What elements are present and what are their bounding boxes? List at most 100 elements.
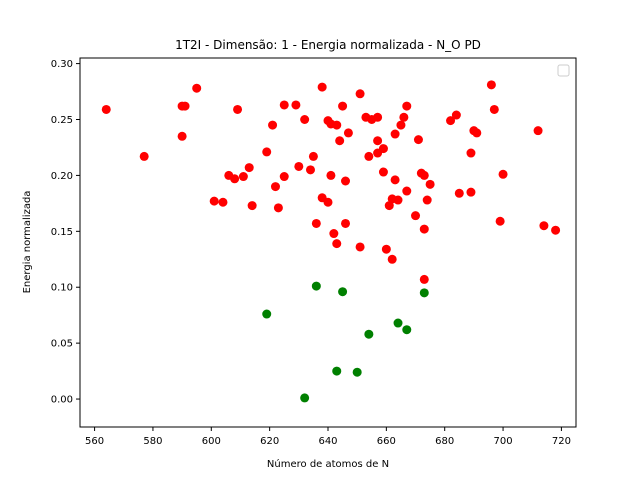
data-point-s0-16	[270, 182, 280, 192]
data-point-s0-19	[279, 100, 289, 110]
data-point-s0-59	[402, 186, 412, 196]
data-point-s1-9	[419, 288, 429, 298]
data-point-s1-8	[402, 325, 412, 335]
y-tick-label-0: 0.00	[51, 395, 73, 406]
y-tick-label-6: 0.30	[51, 59, 73, 70]
data-point-s1-7	[393, 318, 403, 328]
data-point-s0-75	[472, 128, 482, 138]
data-point-s0-70	[451, 110, 461, 120]
data-point-s0-0	[101, 104, 111, 114]
data-point-s0-39	[343, 128, 353, 138]
data-point-s0-2	[177, 131, 187, 141]
data-point-s0-81	[539, 221, 549, 231]
data-point-s0-13	[247, 201, 257, 211]
data-point-s0-53	[387, 254, 397, 264]
y-tick-label-2: 0.10	[51, 283, 73, 294]
data-point-s0-55	[390, 175, 400, 185]
x-tick-label-1: 580	[143, 436, 162, 447]
data-point-s0-41	[355, 89, 365, 99]
data-point-s0-1	[139, 151, 149, 161]
data-point-s0-71	[454, 188, 464, 198]
data-point-s0-15	[268, 120, 278, 130]
x-tick-label-6: 680	[435, 436, 454, 447]
data-point-s1-5	[352, 367, 362, 377]
data-point-s0-61	[411, 211, 421, 221]
data-point-s0-20	[291, 100, 301, 110]
data-point-s0-45	[373, 112, 383, 122]
data-point-s0-50	[381, 244, 391, 254]
data-point-s0-32	[329, 229, 339, 239]
data-point-s0-33	[332, 120, 342, 130]
data-point-s0-78	[495, 216, 505, 226]
legend	[557, 64, 570, 77]
data-point-s0-72	[466, 148, 476, 158]
data-point-s0-43	[364, 151, 374, 161]
data-point-s0-51	[384, 201, 394, 211]
data-point-s0-62	[413, 135, 423, 145]
data-point-s1-6	[364, 329, 374, 339]
data-point-s1-2	[311, 281, 321, 291]
data-point-s0-67	[422, 195, 432, 205]
data-point-s0-46	[373, 136, 383, 146]
x-tick-label-7: 700	[494, 436, 513, 447]
data-point-s0-27	[317, 82, 327, 92]
data-point-s0-82	[551, 225, 561, 235]
x-tick-label-8: 720	[552, 436, 571, 447]
x-axis-label: Número de atomos de N	[267, 458, 389, 470]
data-point-s0-77	[489, 104, 499, 114]
legend-box	[557, 64, 570, 77]
data-point-s0-24	[308, 151, 318, 161]
data-point-s0-23	[305, 165, 315, 175]
data-point-s0-58	[399, 112, 409, 122]
data-point-s0-12	[244, 163, 254, 173]
data-point-s0-35	[335, 136, 345, 146]
x-tick-label-4: 640	[318, 436, 337, 447]
y-axis-ticks: 0.00 0.05 0.10 0.15 0.20 0.25 0.30	[51, 59, 80, 406]
data-point-s0-4	[180, 101, 190, 111]
data-point-s0-49	[378, 167, 388, 177]
data-point-s0-37	[341, 218, 351, 228]
data-point-s0-5	[192, 83, 202, 93]
data-point-s0-6	[209, 196, 219, 206]
data-point-s0-68	[425, 179, 435, 189]
data-point-s1-0	[262, 309, 272, 319]
data-point-s0-18	[279, 172, 289, 182]
data-point-s0-65	[419, 224, 429, 234]
data-point-s1-3	[332, 366, 342, 376]
x-tick-label-3: 620	[260, 436, 279, 447]
data-point-s0-64	[419, 170, 429, 180]
data-point-s0-36	[338, 101, 348, 111]
y-tick-label-4: 0.20	[51, 171, 73, 182]
x-tick-label-5: 660	[377, 436, 396, 447]
data-point-s0-11	[238, 172, 248, 182]
data-point-s0-48	[378, 144, 388, 154]
data-point-s0-9	[230, 174, 240, 184]
data-point-s0-38	[341, 176, 351, 186]
data-point-s0-10	[233, 104, 243, 114]
data-point-s0-60	[402, 101, 412, 111]
data-point-s0-40	[355, 242, 365, 252]
data-point-s0-79	[498, 169, 508, 179]
points-layer	[101, 80, 561, 403]
data-point-s0-54	[390, 129, 400, 139]
data-point-s0-80	[533, 126, 543, 136]
data-point-s0-56	[393, 195, 403, 205]
data-point-s0-69	[446, 116, 456, 126]
data-point-s0-57	[396, 120, 406, 130]
data-point-s0-30	[326, 170, 336, 180]
data-point-s0-25	[311, 218, 321, 228]
data-point-s0-17	[273, 203, 283, 213]
data-point-s0-22	[300, 115, 310, 124]
y-tick-label-3: 0.15	[51, 227, 73, 238]
data-point-s0-66	[419, 274, 429, 284]
data-point-s0-34	[332, 239, 342, 249]
data-point-s0-76	[486, 80, 496, 90]
data-point-s1-1	[300, 393, 310, 403]
chart-title: 1T2I - Dimensão: 1 - Energia normalizada…	[175, 38, 481, 52]
data-point-s0-14	[262, 147, 272, 157]
data-point-s0-7	[218, 197, 228, 207]
x-axis-ticks: 560 580 600 620 640 660 680 700 720	[85, 427, 571, 447]
data-point-s0-28	[323, 197, 333, 207]
